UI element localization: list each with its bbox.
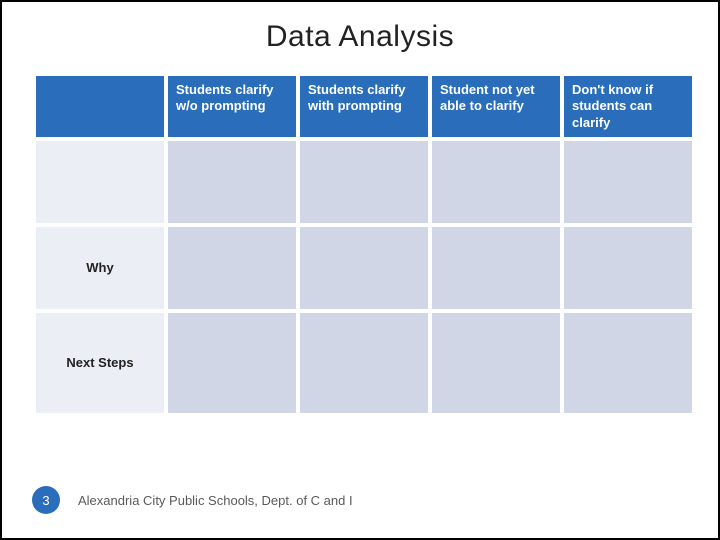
table-cell — [564, 141, 692, 223]
table-corner — [36, 76, 164, 137]
table-col-header: Don't know if students can clarify — [564, 76, 692, 137]
table-cell — [564, 227, 692, 309]
slide-title: Data Analysis — [32, 20, 688, 54]
table-cell — [300, 313, 428, 413]
page-number: 3 — [32, 486, 60, 514]
table-row-header: Why — [36, 227, 164, 309]
table-cell — [300, 227, 428, 309]
table-row: Why — [36, 227, 692, 309]
table-col-header: Student not yet able to clarify — [432, 76, 560, 137]
table-cell — [300, 141, 428, 223]
table-row-header: Next Steps — [36, 313, 164, 413]
table-cell — [432, 313, 560, 413]
table-col-header: Students clarify with prompting — [300, 76, 428, 137]
table-cell — [168, 227, 296, 309]
table-header-row: Students clarify w/o prompting Students … — [36, 76, 692, 137]
footer-text: Alexandria City Public Schools, Dept. of… — [78, 493, 353, 508]
table-col-header: Students clarify w/o prompting — [168, 76, 296, 137]
table-row: Next Steps — [36, 313, 692, 413]
table-row-header — [36, 141, 164, 223]
table-cell — [168, 141, 296, 223]
data-table: Students clarify w/o prompting Students … — [32, 72, 696, 417]
table-cell — [432, 227, 560, 309]
table-cell — [432, 141, 560, 223]
table-cell — [564, 313, 692, 413]
table-cell — [168, 313, 296, 413]
footer: 3 Alexandria City Public Schools, Dept. … — [32, 486, 688, 514]
table-row — [36, 141, 692, 223]
slide: Data Analysis Students clarify w/o promp… — [0, 0, 720, 540]
